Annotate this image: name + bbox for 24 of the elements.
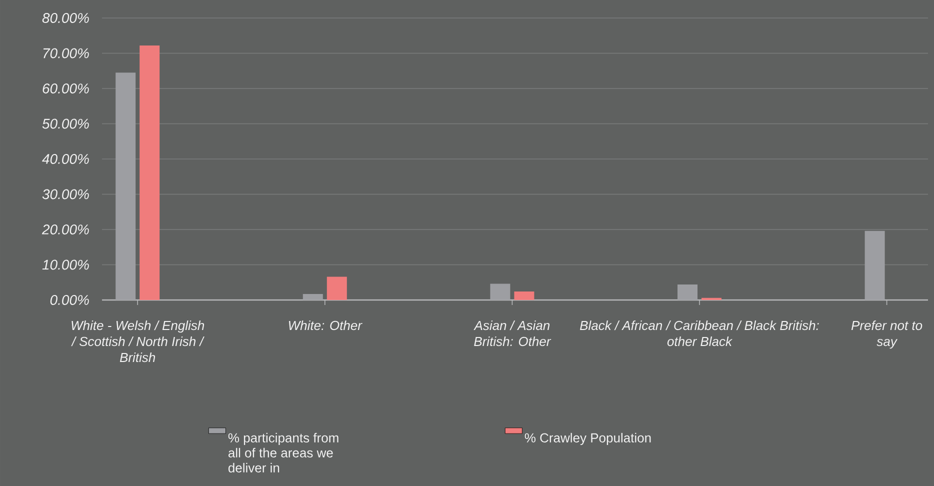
x-tick-label: Prefer not to say bbox=[851, 320, 922, 349]
y-tick-label: 30.00% bbox=[42, 189, 89, 200]
bar bbox=[302, 294, 323, 300]
bar bbox=[116, 72, 136, 300]
y-tick-label: 10.00% bbox=[42, 260, 89, 270]
bar bbox=[490, 284, 510, 300]
y-tick-label: 20.00% bbox=[42, 224, 89, 234]
bar bbox=[864, 230, 885, 300]
bar bbox=[326, 276, 347, 300]
x-tick-label: White - Welsh / English / Scottish / North Irish / British bbox=[71, 320, 204, 362]
legend-label: % Crawley Population bbox=[524, 432, 651, 446]
bar bbox=[140, 45, 160, 300]
y-tick-label: 0.00% bbox=[50, 295, 89, 305]
x-tick-label: White: Other bbox=[288, 320, 362, 330]
x-tick-label: Asian / Asian British: Other bbox=[474, 320, 552, 346]
y-tick-label: 40.00% bbox=[42, 154, 89, 164]
x-tick-label: Black / African / Caribbean / Black British: other Black bbox=[580, 320, 819, 346]
y-tick-label: 60.00% bbox=[42, 84, 89, 94]
bar bbox=[514, 292, 534, 300]
y-tick-label: 70.00% bbox=[43, 48, 89, 58]
y-tick-label: 50.00% bbox=[42, 118, 89, 129]
y-tick-label: 80.00% bbox=[42, 13, 89, 23]
bar bbox=[677, 284, 698, 300]
legend-label: % participants from all of the areas we deliver in bbox=[228, 432, 338, 472]
